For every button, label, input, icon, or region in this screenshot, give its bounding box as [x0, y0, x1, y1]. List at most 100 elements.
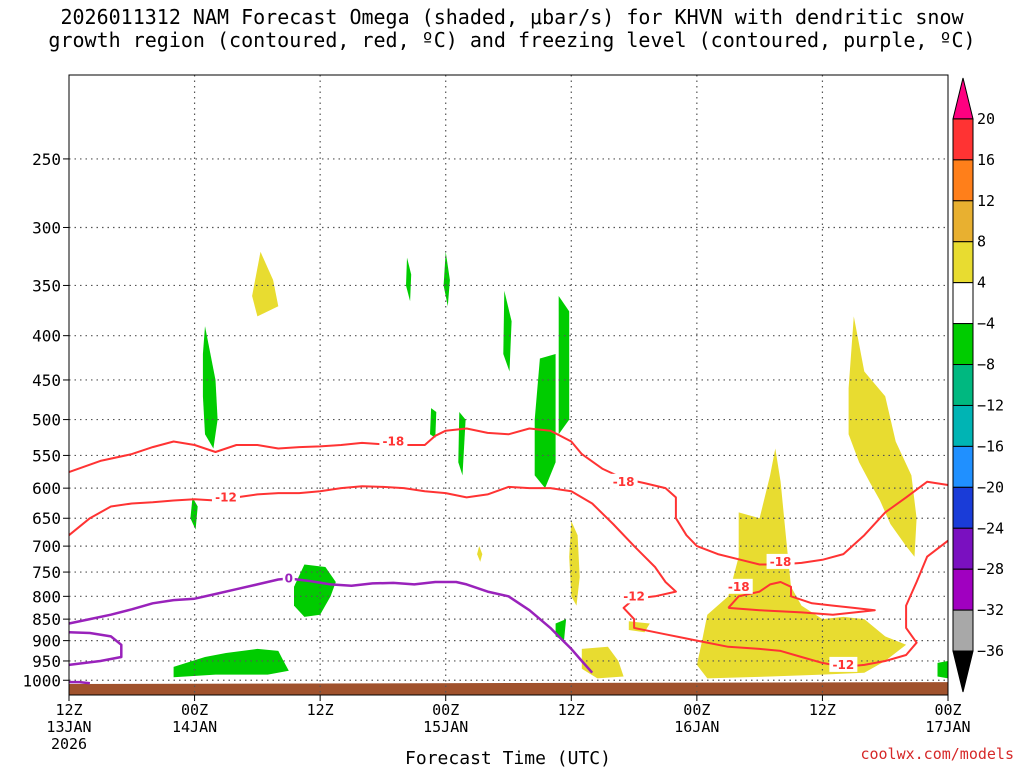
x-tick-date: 16JAN: [674, 718, 719, 736]
colorbar-level-label: −8: [977, 356, 995, 374]
contour-label-bg: [724, 578, 753, 594]
omega-neg-g: [503, 290, 512, 372]
contour-label: -12: [215, 490, 237, 504]
omega-pos-f: [696, 448, 907, 679]
y-tick-label: 750: [32, 563, 61, 582]
contour-label-bg: [766, 553, 795, 569]
colorbar-swatch: [952, 609, 974, 652]
x-tick-label: 00Z: [432, 701, 459, 719]
omega-neg-i: [558, 296, 570, 435]
x-tick-date: 14JAN: [172, 718, 217, 736]
colorbar-level-label: 20: [977, 110, 995, 128]
colorbar-swatch: [952, 364, 974, 406]
contour-18-1: [727, 581, 876, 616]
omega-neg-h: [534, 354, 556, 489]
y-tick-label: 650: [32, 509, 61, 528]
colorbar-level-label: −36: [977, 642, 1004, 660]
colorbar-top-triangle: [952, 77, 974, 120]
contour-18-0: [68, 427, 949, 566]
colorbar-bottom-triangle: [952, 650, 974, 693]
x-tick-label: 12Z: [809, 701, 836, 719]
y-tick-label: 450: [32, 371, 61, 390]
omega-neg-j: [430, 408, 437, 438]
colorbar: 20 16 12 8 4 −4 −8 −12 −16 −20 −24 −28 −32 −36: [952, 77, 1004, 693]
omega-neg-e: [406, 257, 412, 302]
x-tick-label: 12Z: [558, 701, 585, 719]
colorbar-swatch: [952, 323, 974, 366]
terrain-band: [69, 682, 948, 695]
x-tick-date: 13JAN: [46, 718, 91, 736]
plot-frame: [68, 74, 949, 696]
colorbar-level-label: 16: [977, 151, 995, 169]
y-tick-label: 850: [32, 610, 61, 629]
colorbar-level-label: −20: [977, 478, 1004, 496]
contours: -18 -18 -18 -18 -12 -12 -12 0: [68, 427, 949, 685]
contour-label: -18: [613, 475, 635, 489]
y-tick-label: 400: [32, 327, 61, 346]
y-axis-ticks: 250 300 350 400 450 500 550 600 650 700 750 800 850 9…: [22, 150, 69, 690]
x-tick-label: 00Z: [934, 701, 961, 719]
colorbar-level-label: −4: [977, 315, 995, 333]
y-tick-label: 800: [32, 587, 61, 606]
plot-border: [68, 74, 949, 696]
x-tick-date: 17JAN: [925, 718, 970, 736]
contour-label-bg: [829, 656, 858, 672]
freezing-level-contour-2: [69, 680, 91, 685]
colorbar-level-label: −28: [977, 560, 1004, 578]
omega-neg-b: [190, 497, 198, 530]
colorbar-swatch: [952, 568, 974, 611]
chart-title-line1: 2026011312 NAM Forecast Omega (shaded, μ…: [60, 5, 964, 29]
y-tick-label: 550: [32, 446, 61, 465]
colorbar-swatch: [952, 200, 974, 243]
colorbar-swatch: [952, 282, 974, 325]
colorbar-swatch: [952, 445, 974, 488]
contour-label-bg: [282, 570, 295, 586]
colorbar-level-label: 4: [977, 274, 986, 292]
contour-label: -12: [833, 658, 855, 672]
y-tick-label: 700: [32, 537, 61, 556]
y-tick-label: 950: [32, 652, 61, 671]
x-tick-label: 12Z: [55, 701, 82, 719]
freezing-level-contour-0: [68, 577, 594, 674]
contour-label-bg: [620, 588, 649, 604]
colorbar-swatch: [952, 241, 974, 284]
omega-neg-k: [458, 412, 466, 476]
colorbar-swatch: [952, 118, 974, 161]
y-tick-label: 1000: [22, 671, 61, 690]
colorbar-swatch: [952, 527, 974, 570]
colorbar-level-label: 12: [977, 192, 995, 210]
colorbar-swatch: [952, 404, 974, 447]
omega-neg-m: [937, 661, 948, 679]
colorbar-swatch: [952, 159, 974, 202]
contour-label-bg: [211, 489, 240, 505]
contour-label: -18: [770, 555, 792, 569]
omega-neg-a: [202, 326, 218, 449]
chart-title-line2: growth region (contoured, red, ºC) and f…: [48, 28, 976, 52]
freezing-level-contour-1: [68, 630, 123, 667]
x-axis-title: Forecast Time (UTC): [405, 748, 611, 768]
gridlines: [69, 75, 948, 695]
contour-label: -12: [623, 589, 645, 603]
x-tick-label: 00Z: [181, 701, 208, 719]
x-tick-year: 2026: [51, 735, 87, 753]
contour-label-bg: [609, 473, 638, 489]
y-tick-label: 250: [32, 150, 61, 169]
omega-neg-f: [443, 251, 450, 307]
x-tick-label: 12Z: [307, 701, 334, 719]
chart-title: 2026011312 NAM Forecast Omega (shaded, μ…: [0, 6, 1024, 52]
colorbar-swatch: [952, 486, 974, 529]
colorbar-level-label: 8: [977, 233, 986, 251]
y-tick-label: 350: [32, 276, 61, 295]
contour-label-bg: [379, 433, 408, 449]
colorbar-level-label: −16: [977, 437, 1004, 455]
omega-pos-b: [477, 546, 483, 562]
y-tick-label: 900: [32, 632, 61, 651]
omega-neg-c: [294, 564, 336, 617]
omega-pos-d: [581, 646, 624, 679]
credit-text: coolwx.com/models: [860, 745, 1014, 763]
contour-label: -18: [383, 434, 405, 448]
x-tick-label: 00Z: [683, 701, 710, 719]
omega-pos-g: [848, 316, 917, 557]
